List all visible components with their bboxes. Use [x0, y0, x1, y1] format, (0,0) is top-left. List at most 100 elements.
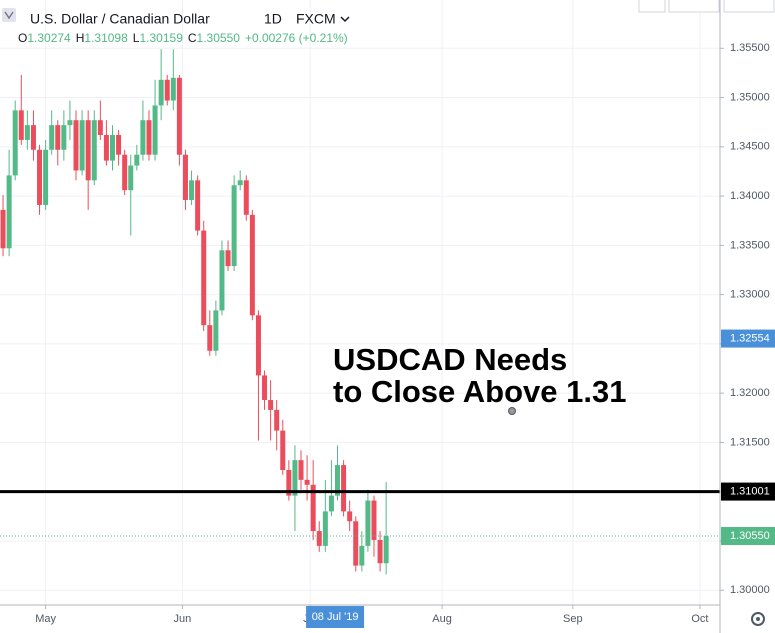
- candle-body: [85, 120, 91, 181]
- ohlc-key: H: [76, 31, 85, 45]
- candle-body: [207, 325, 213, 351]
- gear-hub: [756, 617, 760, 621]
- candle-body: [176, 77, 182, 155]
- candle-body: [237, 180, 243, 186]
- candle-body: [152, 105, 158, 155]
- collapse-icon[interactable]: [2, 8, 16, 22]
- candle-body: [328, 495, 334, 512]
- candle-body: [67, 120, 73, 126]
- candle-body: [249, 214, 255, 316]
- y-tick-label: 1.31500: [730, 436, 770, 448]
- candle-body: [79, 120, 85, 171]
- toolbar-button[interactable]: [723, 0, 775, 13]
- candle-body: [219, 250, 225, 311]
- candle-body: [243, 180, 249, 215]
- dropdown-arrow[interactable]: [340, 16, 350, 23]
- candle-body: [30, 125, 36, 150]
- candle-body: [116, 134, 122, 155]
- crosshair-price-box: [721, 329, 775, 348]
- y-tick-label: 1.32000: [730, 387, 770, 399]
- symbol-name[interactable]: U.S. Dollar / Canadian Dollar: [30, 11, 210, 27]
- candle-body: [49, 125, 55, 150]
- candle-body: [12, 110, 18, 176]
- candle-body: [122, 154, 128, 191]
- toolbar-button[interactable]: [638, 0, 666, 13]
- candle-body: [55, 125, 61, 150]
- candle-body: [170, 77, 176, 101]
- candle-body: [140, 120, 146, 155]
- price-label: 1.30550: [730, 530, 770, 542]
- ohlc-value: 1.31098: [84, 31, 128, 45]
- candle-body: [146, 120, 152, 155]
- candle-body: [0, 209, 6, 249]
- candle-body: [182, 154, 188, 201]
- gear-ring: [751, 612, 765, 626]
- candle-body: [91, 120, 97, 181]
- y-tick-label: 1.30000: [730, 584, 770, 596]
- candle-body: [292, 460, 298, 496]
- x-tick-label: May: [35, 613, 56, 625]
- candle-body: [298, 460, 304, 480]
- candle-body: [274, 409, 280, 431]
- plot: [0, 49, 389, 575]
- ohlc-value: 1.30274: [27, 31, 71, 45]
- candle-body: [268, 400, 274, 410]
- x-tick-label: Sep: [563, 613, 583, 625]
- y-tick-label: 1.34000: [730, 190, 770, 202]
- candle-body: [61, 125, 67, 150]
- price-label: 1.31001: [730, 485, 770, 497]
- candle-body: [347, 511, 353, 522]
- candle-body: [201, 230, 207, 326]
- candle-body: [335, 465, 340, 496]
- candle-body: [322, 511, 328, 546]
- candle-body: [255, 315, 261, 376]
- header: U.S. Dollar / Canadian Dollar 1D FXCM O1…: [2, 8, 350, 45]
- y-tick-label: 1.34500: [730, 141, 770, 153]
- candle-body: [304, 479, 310, 485]
- candle-body: [195, 180, 201, 231]
- interval[interactable]: 1D: [264, 11, 282, 27]
- candle-body: [103, 134, 109, 161]
- candle-body: [353, 521, 359, 566]
- price-label-box: [721, 527, 775, 546]
- candle-body: [164, 79, 170, 101]
- candle-body: [286, 470, 292, 496]
- candle-body: [128, 165, 134, 191]
- annotation: USDCAD Needs: [333, 342, 567, 377]
- drawing-anchor[interactable]: [508, 407, 516, 415]
- settings-icon[interactable]: [751, 612, 765, 626]
- ohlc-values: O1.30274 H1.31098 L1.30159 C1.30550 +0.00276…: [18, 31, 348, 45]
- y-tick-label: 1.35500: [730, 42, 770, 54]
- y-tick-label: 1.33000: [730, 289, 770, 301]
- candle-body: [231, 185, 237, 267]
- candle-body: [6, 175, 12, 249]
- ohlc-line: O1.30274 H1.31098 L1.30159 C1.30550 +0.00276…: [18, 31, 348, 45]
- collapse-arrow: [4, 11, 14, 20]
- ohlc-value: 1.30550: [197, 31, 241, 45]
- candle-body: [341, 465, 347, 512]
- change: +0.00276 (+0.21%): [245, 31, 348, 45]
- price-label-box: [721, 482, 775, 501]
- x-tick-label: Jun: [174, 613, 192, 625]
- candle-body: [262, 375, 268, 401]
- candle-body: [158, 79, 164, 106]
- crosshair-date-label: 08 Jul '19: [312, 611, 359, 623]
- ohlc-key: O: [18, 31, 27, 45]
- exchange[interactable]: FXCM: [296, 11, 336, 27]
- candle-body: [316, 531, 322, 546]
- y-tick-label: 1.35000: [730, 91, 770, 103]
- candle-body: [43, 149, 49, 205]
- ohlc-key: C: [188, 31, 197, 45]
- candle-body: [37, 149, 43, 205]
- toolbar-button[interactable]: [668, 0, 720, 13]
- crosshair-price-label: 1.32554: [730, 332, 770, 344]
- candle-body: [110, 134, 115, 161]
- candle-body: [383, 536, 389, 564]
- candle-body: [189, 180, 195, 201]
- candle-body: [371, 500, 377, 540]
- candle-body: [24, 125, 30, 140]
- candle-body: [377, 539, 383, 564]
- y-tick-label: 1.33500: [730, 239, 770, 251]
